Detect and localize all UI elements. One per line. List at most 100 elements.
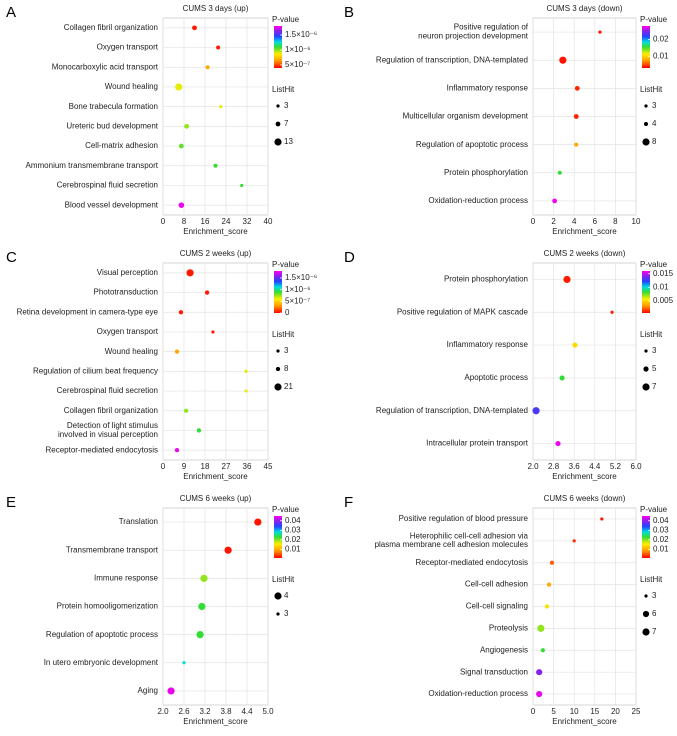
colorbar-tick-label: 1.5×10⁻⁶	[285, 273, 317, 282]
colorbar-title: P-value	[640, 505, 668, 514]
size-legend-dot	[275, 366, 281, 372]
category-label: Phototransduction	[94, 288, 159, 297]
size-legend-label: 3	[652, 346, 657, 355]
colorbar-tick-label: 0	[285, 308, 290, 317]
colorbar	[642, 271, 650, 313]
colorbar-tick-label: 0.02	[653, 35, 669, 44]
x-tick-label: 32	[243, 217, 252, 226]
x-tick-label: 40	[264, 217, 273, 226]
dot	[192, 25, 197, 31]
chart-title: CUMS 2 weeks (up)	[180, 249, 252, 258]
category-label: Detection of light stimulus involved in v…	[58, 421, 158, 439]
dot	[178, 143, 184, 149]
size-legend-label: 5	[652, 364, 657, 373]
category-label: Intracellular protein transport	[426, 439, 529, 448]
colorbar-tick-label: 0.005	[653, 296, 674, 305]
size-legend-label: 3	[284, 101, 289, 110]
size-legend-dot	[276, 104, 280, 108]
x-axis-label: Enrichment_score	[183, 472, 248, 481]
colorbar-title: P-value	[272, 505, 300, 514]
size-legend-label: 8	[284, 364, 289, 373]
category-label: Monocarboxylic acid transport	[52, 62, 159, 71]
x-tick-label: 6	[593, 217, 598, 226]
chart-title: CUMS 3 days (down)	[546, 4, 622, 13]
dot	[552, 198, 558, 204]
x-tick-label: 2	[551, 217, 556, 226]
dot	[196, 631, 204, 639]
x-tick-label: 4	[572, 217, 577, 226]
dot	[204, 290, 210, 295]
dot	[175, 83, 183, 91]
category-label: Protein phosphorylation	[444, 168, 528, 177]
dot	[174, 447, 180, 453]
category-label: Wound healing	[105, 347, 158, 356]
size-legend-dot	[644, 594, 648, 598]
size-legend-dot	[274, 383, 282, 391]
x-tick-label: 0	[161, 462, 166, 471]
colorbar-title: P-value	[640, 260, 668, 269]
colorbar-tick-label: 0.01	[653, 51, 669, 60]
dot	[196, 428, 202, 433]
x-tick-label: 16	[201, 217, 210, 226]
dot	[182, 661, 186, 665]
dot	[600, 517, 604, 521]
panel-letter: D	[344, 249, 355, 266]
category-label: Oxidation-reduction process	[428, 196, 528, 205]
category-label: Oxygen transport	[97, 327, 159, 336]
x-tick-label: 25	[632, 707, 641, 716]
size-legend-label: 4	[652, 119, 657, 128]
colorbar-title: P-value	[272, 260, 300, 269]
colorbar-tick-label: 5×10⁻⁷	[285, 296, 310, 305]
dot	[573, 114, 579, 119]
chart-title: CUMS 3 days (up)	[183, 4, 249, 13]
x-tick-label: 8	[182, 217, 187, 226]
category-label: Heterophilic cell-cell adhesion via plasm…	[375, 532, 529, 550]
colorbar-tick-label: 0.04	[285, 516, 301, 525]
x-tick-label: 3.6	[569, 462, 581, 471]
category-label: Collagen fibril organization	[64, 23, 158, 32]
panel-letter: E	[6, 494, 16, 511]
dot	[205, 65, 210, 70]
size-legend-label: 3	[284, 346, 289, 355]
x-tick-label: 4.4	[589, 462, 601, 471]
category-label: Signal transduction	[460, 667, 528, 676]
category-label: Inflammatory response	[447, 340, 529, 349]
category-label: Cell-matrix adhesion	[85, 141, 158, 150]
x-axis-label: Enrichment_score	[552, 227, 617, 236]
size-legend-dot	[644, 122, 648, 126]
chart-title: CUMS 6 weeks (up)	[180, 494, 252, 503]
dot	[211, 330, 215, 334]
dot	[184, 123, 190, 129]
dot	[544, 604, 550, 609]
size-legend-label: 6	[652, 609, 657, 618]
colorbar	[642, 516, 650, 558]
x-axis-label: Enrichment_score	[183, 717, 248, 726]
dot	[537, 624, 545, 632]
category-label: Oxidation-reduction process	[428, 689, 528, 698]
dot	[598, 30, 602, 34]
size-legend-label: 7	[652, 382, 657, 391]
category-label: Cell-cell adhesion	[465, 580, 528, 589]
size-legend-label: 3	[652, 101, 657, 110]
x-tick-label: 2.6	[178, 707, 190, 716]
x-tick-label: 3.2	[199, 707, 211, 716]
category-label: Angiogenesis	[480, 645, 528, 654]
category-label: Collagen fibril organization	[64, 406, 158, 415]
dot	[213, 163, 218, 168]
panel-letter: B	[344, 4, 354, 21]
dot	[240, 183, 244, 188]
size-legend-dot	[642, 138, 650, 146]
x-tick-label: 5.2	[610, 462, 622, 471]
category-label: Positive regulation of neuron projection …	[418, 23, 529, 41]
category-label: Cerebrospinal fluid secretion	[57, 181, 158, 190]
size-legend-dot	[642, 628, 650, 636]
dot	[540, 648, 545, 653]
size-legend-dot	[276, 349, 280, 353]
category-label: Visual perception	[97, 268, 158, 277]
dot	[174, 349, 180, 354]
dot	[536, 690, 543, 698]
size-legend-title: ListHit	[272, 330, 295, 339]
dot	[244, 369, 248, 373]
dot	[610, 310, 614, 314]
dot	[557, 170, 562, 175]
